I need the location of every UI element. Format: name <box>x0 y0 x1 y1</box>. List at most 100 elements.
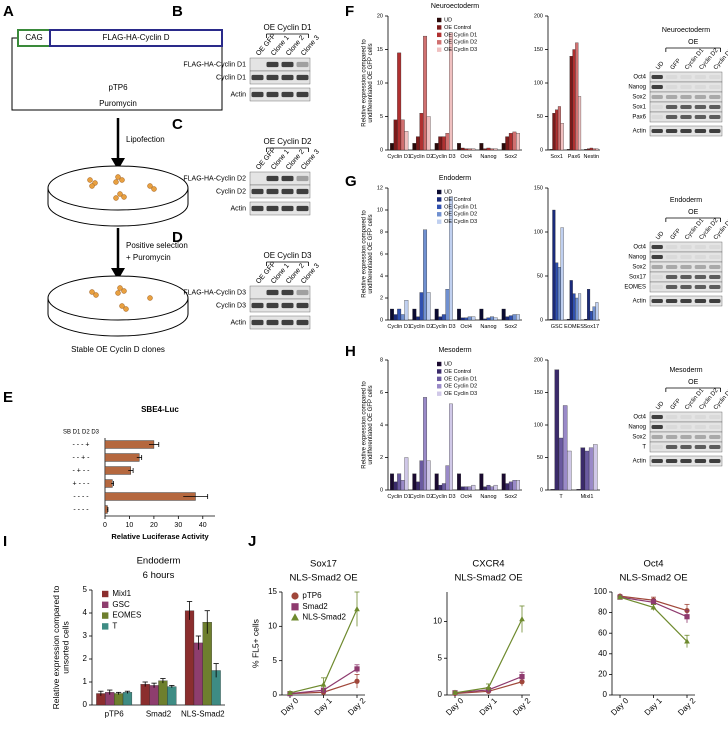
band <box>665 129 678 133</box>
y-tick-label: 20 <box>377 13 383 19</box>
blot-strip <box>249 315 311 330</box>
bar <box>419 460 424 491</box>
y-tick-label: 0 <box>380 317 383 323</box>
band <box>680 129 692 133</box>
bar <box>434 308 439 321</box>
band <box>665 415 678 419</box>
band <box>251 302 264 309</box>
band <box>709 105 721 109</box>
band <box>694 299 707 303</box>
band <box>651 115 663 119</box>
band <box>709 299 721 303</box>
bar <box>390 143 394 151</box>
y-tick-label: 5 <box>380 114 383 120</box>
y-tick-label: 8 <box>380 229 383 235</box>
band <box>680 299 692 303</box>
bar <box>434 473 439 491</box>
row-label: Nanog <box>628 85 646 91</box>
y-tick-label: 100 <box>594 587 608 596</box>
band <box>680 459 692 463</box>
x-tick-label: Day 1 <box>478 696 500 718</box>
band <box>281 319 294 326</box>
bar <box>505 136 510 151</box>
bar <box>512 480 517 491</box>
y-tick-label: 6 <box>380 390 383 396</box>
band <box>680 255 692 259</box>
bar <box>445 289 450 321</box>
band <box>665 285 678 289</box>
band <box>694 129 707 133</box>
bar <box>464 148 469 151</box>
x-tick-label: Day 0 <box>444 696 466 718</box>
y-tick-label: 4 <box>83 608 88 617</box>
blot-strip <box>249 298 311 313</box>
band <box>680 115 692 119</box>
band <box>266 175 279 182</box>
band <box>266 205 279 212</box>
band <box>251 91 264 98</box>
bar <box>415 136 420 151</box>
row-label: Oct4 <box>633 415 646 421</box>
x-tick-label: GSC <box>551 324 563 330</box>
panel-label: G <box>345 173 357 190</box>
y-tick-label: 2 <box>83 654 88 663</box>
band <box>709 275 721 279</box>
bar <box>404 300 409 321</box>
bar <box>560 123 564 151</box>
bar <box>567 450 572 491</box>
chart-title: Oct4 <box>643 559 663 570</box>
legend-swatch <box>437 32 442 38</box>
x-tick-label: Cyclin D2 <box>410 324 434 330</box>
band <box>680 425 692 429</box>
band <box>251 319 264 326</box>
band <box>665 115 678 119</box>
bar <box>445 465 450 491</box>
band <box>296 205 309 212</box>
band <box>665 445 678 449</box>
row-label: - - - - <box>73 493 89 500</box>
legend-label: NLS-Smad2 <box>302 613 346 622</box>
band <box>694 85 707 89</box>
lane-label: GFP <box>670 228 683 241</box>
band <box>694 425 707 429</box>
band <box>694 255 707 259</box>
bar <box>575 297 579 321</box>
chart-title: SBE4-Luc <box>141 405 179 414</box>
bar <box>438 484 443 491</box>
bar <box>419 113 424 151</box>
y-tick-label: 15 <box>268 587 277 596</box>
row-label: Sox17 <box>629 275 647 281</box>
x-tick-label: Nanog <box>480 494 496 500</box>
legend-swatch <box>437 219 442 224</box>
legend-swatch <box>437 376 442 382</box>
y-tick-label: 5 <box>83 585 88 594</box>
band <box>651 435 663 439</box>
y-tick-label: 0 <box>438 690 443 699</box>
blot-header: OE <box>688 379 698 386</box>
bar <box>397 473 402 491</box>
y-tick-label: 10 <box>433 617 442 626</box>
band <box>281 74 294 81</box>
bar <box>584 318 588 321</box>
row-label: Actin <box>633 299 646 305</box>
row-label: Actin <box>633 459 646 465</box>
row-label: T <box>642 445 646 451</box>
bar <box>555 109 559 151</box>
lane-label: UD <box>655 230 666 241</box>
legend-swatch <box>437 369 442 374</box>
band <box>694 275 707 279</box>
bar <box>393 481 398 491</box>
bar <box>587 148 591 151</box>
x-tick-label: Sox17 <box>584 324 600 330</box>
bar <box>552 113 556 151</box>
bar <box>464 317 469 321</box>
bar <box>580 447 586 491</box>
marker <box>650 604 657 610</box>
legend-label: GSC <box>112 600 130 609</box>
y-tick-label: 150 <box>534 390 543 396</box>
lane-label: GFP <box>670 58 683 71</box>
bar <box>593 444 598 491</box>
bar <box>512 131 517 151</box>
y-tick-label: 200 <box>534 357 543 363</box>
bar <box>457 308 461 321</box>
